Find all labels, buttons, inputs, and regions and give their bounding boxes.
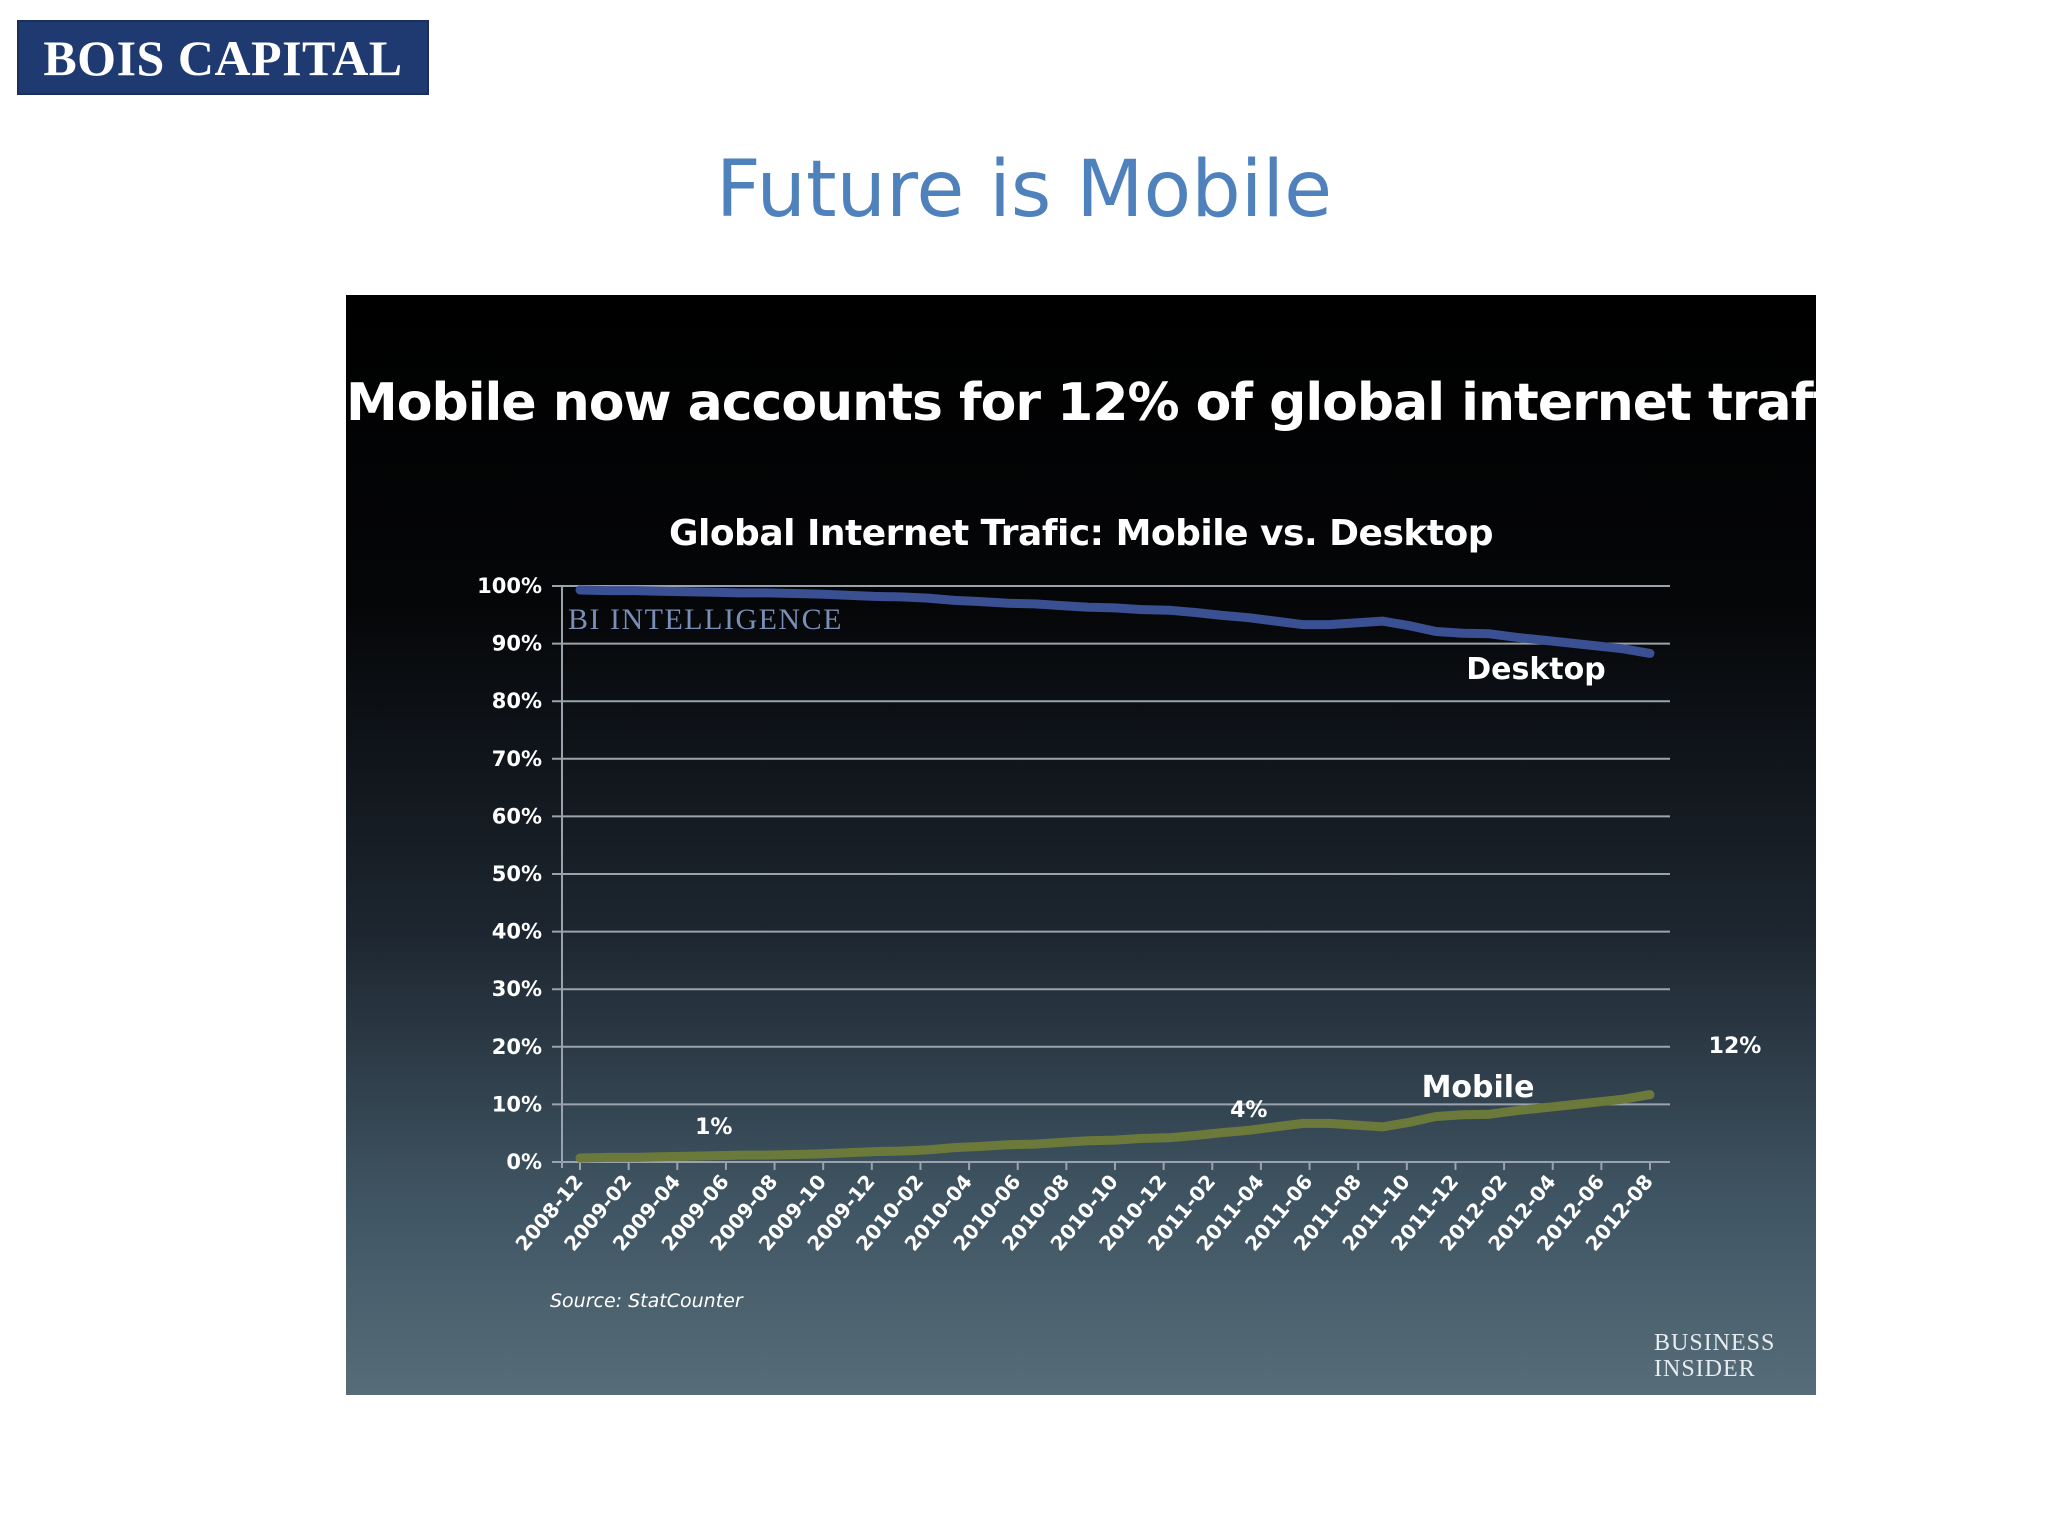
chart-subtitle: Global Internet Trafic: Mobile vs. Deskt… [668,513,1494,554]
chart-panel: Mobile now accounts for 12% of global in… [346,295,1882,1395]
annotation-4-pct: 4% [1230,1098,1267,1123]
line-chart: 0%10%20%30%40%50%60%70%80%90%100%2008-12… [477,574,1762,1256]
chart-headline: Mobile now accounts for 12% of global in… [346,373,1882,433]
y-tick-label: 70% [492,747,542,771]
y-tick-label: 80% [492,689,542,713]
y-tick-label: 40% [492,920,542,944]
series-line-mobile [575,1090,1655,1163]
y-tick-label: 20% [492,1035,542,1059]
y-tick-label: 0% [506,1150,542,1174]
annotation-12-pct: 12% [1709,1034,1762,1059]
y-tick-label: 10% [492,1092,542,1116]
slide-title: Future is Mobile [715,145,1333,235]
bois-capital-logo: BOIS CAPITAL [17,20,429,95]
chart-source: Source: StatCounter [550,1290,743,1312]
y-tick-label: 90% [492,632,542,656]
brand-line-2: INSIDER [1654,1356,1756,1382]
annotation-desktop: Desktop [1466,652,1605,687]
y-tick-label: 30% [492,977,542,1001]
y-tick-label: 60% [492,804,542,828]
annotation-1-pct: 1% [695,1115,732,1140]
annotation-mobile: Mobile [1422,1070,1535,1105]
bi-intelligence-watermark: BI INTELLIGENCE [568,603,843,636]
y-tick-label: 50% [492,862,542,886]
logo-text: BOIS CAPITAL [43,29,403,86]
business-insider-logo: BUSINESS INSIDER [1654,1330,1774,1382]
y-tick-label: 100% [477,574,542,598]
brand-line-1: BUSINESS [1654,1330,1776,1356]
series-line-desktop [575,585,1655,658]
